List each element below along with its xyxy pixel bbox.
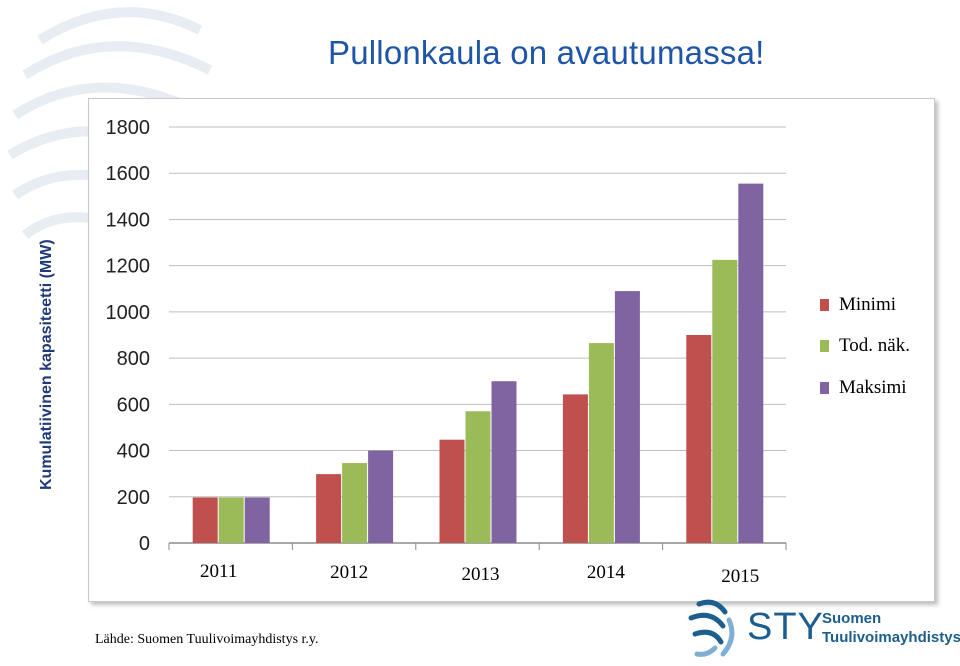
- y-tick-label: 1000: [106, 302, 151, 324]
- bar-maksimi-2015: [738, 183, 764, 543]
- logo-org-line1: Suomen: [822, 610, 882, 627]
- bar-maksimi-2011: [244, 497, 270, 543]
- y-tick-label: 1800: [106, 117, 151, 139]
- legend: Minimi Tod. näk. Maksimi: [820, 294, 910, 398]
- legend-label: Tod. näk.: [839, 335, 910, 356]
- legend-label: Maksimi: [839, 377, 907, 398]
- y-tick-label: 400: [117, 441, 150, 463]
- bar-tod-näk-2015: [712, 259, 738, 543]
- page-title: Pullonkaula on avautumassa!: [328, 34, 765, 71]
- x-tick-label: 2015: [721, 566, 759, 587]
- bar-maksimi-2012: [368, 450, 394, 543]
- bar-tod-näk-2011: [218, 497, 244, 543]
- logo-abbrev: STY: [747, 606, 824, 648]
- logo-org-line2: Tuulivoimayhdistys ry: [822, 629, 960, 646]
- bar-minimi-2014: [562, 394, 588, 543]
- y-tick-label: 800: [117, 348, 150, 370]
- chart-panel: 0 200 400 600 800 1000 1200 1400 1600 1800 2011 20…: [88, 98, 935, 602]
- legend-swatch: [820, 382, 829, 394]
- legend-label: Minimi: [839, 294, 896, 315]
- gridlines: [168, 126, 787, 550]
- source-note: Lähde: Suomen Tuulivoimayhdistys r.y.: [95, 632, 319, 647]
- y-tick-label: 1600: [106, 163, 151, 185]
- sty-logo: STY Suomen Tuulivoimayhdistys ry: [685, 598, 960, 662]
- y-tick-label: 1200: [106, 256, 151, 278]
- legend-swatch: [820, 340, 829, 352]
- x-tick-labels: 2011 2012 2013 2014 2015: [200, 561, 759, 587]
- bar-tod-näk-2013: [465, 411, 491, 543]
- y-tick-labels: 0 200 400 600 800 1000 1200 1400 1600 1800: [106, 117, 151, 555]
- x-tick-label: 2011: [200, 561, 237, 582]
- bar-tod-näk-2012: [342, 463, 368, 543]
- y-axis-label: Kumulatiivinen kapasiteetti (MW): [38, 239, 55, 490]
- x-tick-label: 2014: [587, 562, 626, 583]
- legend-swatch: [820, 299, 829, 311]
- bar-tod-näk-2014: [588, 343, 614, 543]
- y-tick-label: 0: [139, 533, 150, 555]
- wind-swirl-icon: [688, 599, 735, 657]
- bar-minimi-2012: [316, 474, 342, 543]
- x-tick-label: 2013: [462, 564, 500, 585]
- bar-maksimi-2013: [491, 381, 517, 543]
- bars: [192, 183, 764, 543]
- y-tick-label: 600: [117, 394, 150, 416]
- y-tick-label: 1400: [106, 209, 151, 231]
- bar-maksimi-2014: [614, 291, 640, 543]
- x-tick-label: 2012: [330, 562, 368, 583]
- bar-minimi-2015: [686, 335, 712, 543]
- bar-minimi-2013: [439, 439, 465, 543]
- bar-minimi-2011: [192, 497, 218, 543]
- y-tick-label: 200: [117, 487, 150, 509]
